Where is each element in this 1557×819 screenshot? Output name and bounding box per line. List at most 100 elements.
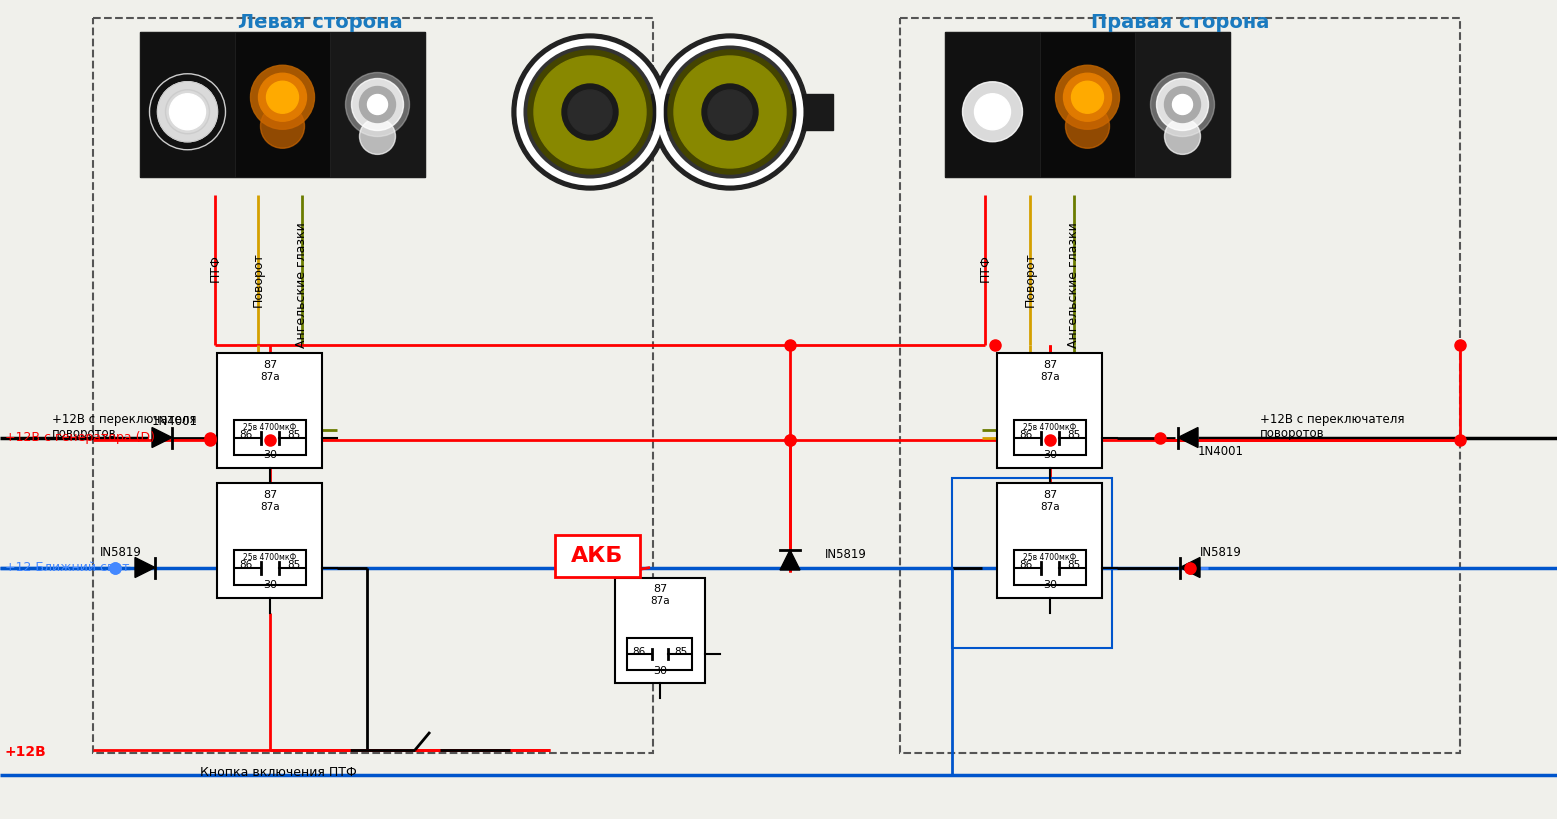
Text: 25в 4700мкФ: 25в 4700мкФ (243, 553, 297, 562)
Circle shape (266, 81, 299, 113)
Bar (554, 535, 640, 577)
Text: ПТФ: ПТФ (978, 254, 992, 282)
Bar (140, 32, 425, 177)
Text: 86: 86 (632, 647, 646, 657)
Bar (1014, 420, 1085, 455)
Text: 87: 87 (652, 585, 666, 595)
Circle shape (258, 73, 307, 121)
Text: 30: 30 (652, 666, 666, 676)
Text: +12 Ближний свет: +12 Ближний свет (5, 561, 129, 574)
Bar (1014, 550, 1085, 585)
Bar (235, 32, 330, 177)
Text: 87а: 87а (651, 596, 670, 607)
Text: +12В с переключателя: +12В с переключателя (1260, 413, 1404, 426)
Circle shape (170, 93, 206, 129)
Bar (627, 638, 693, 670)
Circle shape (702, 84, 758, 140)
Text: 85: 85 (674, 647, 688, 657)
Text: 87: 87 (1043, 360, 1057, 369)
Text: 25в 4700мкФ: 25в 4700мкФ (243, 423, 297, 432)
Circle shape (1157, 79, 1208, 130)
Polygon shape (1179, 428, 1197, 447)
Circle shape (674, 56, 786, 168)
Text: 85: 85 (1068, 431, 1081, 441)
Circle shape (346, 73, 409, 137)
Text: 87а: 87а (1040, 503, 1060, 513)
Circle shape (1165, 87, 1200, 123)
Bar (218, 482, 322, 598)
Bar (330, 32, 425, 177)
Circle shape (360, 119, 395, 155)
Circle shape (668, 50, 793, 174)
Text: 85: 85 (288, 560, 301, 571)
Circle shape (657, 39, 803, 185)
Circle shape (367, 94, 388, 115)
Text: 87: 87 (1043, 490, 1057, 500)
Bar (1040, 32, 1135, 177)
Text: АКБ: АКБ (571, 546, 624, 566)
Text: Поворот: Поворот (252, 252, 265, 307)
Text: 87: 87 (263, 490, 277, 500)
Text: IN5819: IN5819 (100, 546, 142, 559)
Circle shape (517, 39, 663, 185)
Text: поворотов: поворотов (51, 427, 117, 440)
Text: 86: 86 (1018, 560, 1032, 571)
Bar (234, 420, 307, 455)
Circle shape (1071, 81, 1104, 113)
Bar (998, 352, 1102, 468)
Bar (945, 32, 1230, 177)
Circle shape (1151, 73, 1214, 137)
Text: 87: 87 (263, 360, 277, 369)
Circle shape (251, 66, 315, 129)
Bar (218, 352, 322, 468)
Text: +12В с генератора (D): +12В с генератора (D) (5, 432, 156, 445)
Circle shape (1063, 73, 1112, 121)
Circle shape (157, 82, 218, 142)
Text: 1N4001: 1N4001 (1197, 445, 1244, 458)
Text: Поворот: Поворот (1023, 252, 1037, 307)
Circle shape (512, 34, 668, 190)
Text: ПТФ: ПТФ (209, 254, 221, 282)
Text: Ангельские глазки: Ангельские глазки (1068, 222, 1081, 348)
Circle shape (1065, 104, 1110, 148)
Text: 85: 85 (288, 431, 301, 441)
Text: 87а: 87а (1040, 373, 1060, 382)
Bar (945, 32, 1040, 177)
Circle shape (1172, 94, 1193, 115)
Bar (998, 482, 1102, 598)
Bar (615, 577, 705, 682)
Bar (234, 550, 307, 585)
Text: поворотов: поворотов (1260, 427, 1325, 440)
Circle shape (568, 90, 612, 134)
Polygon shape (780, 550, 800, 570)
Circle shape (352, 79, 403, 130)
Bar (651, 94, 693, 130)
Bar (900, 18, 1460, 753)
Text: 86: 86 (240, 560, 252, 571)
Circle shape (534, 56, 646, 168)
Polygon shape (135, 558, 156, 577)
Polygon shape (1180, 558, 1200, 577)
Text: 87а: 87а (260, 373, 280, 382)
Text: IN5819: IN5819 (1200, 546, 1242, 559)
Text: 86: 86 (1018, 431, 1032, 441)
Text: Кнопка включения ПТФ: Кнопка включения ПТФ (199, 766, 357, 779)
Text: Ангельские глазки: Ангельские глазки (296, 222, 308, 348)
Bar (676, 94, 718, 130)
Bar (953, 477, 1113, 648)
Text: 87а: 87а (260, 503, 280, 513)
Text: +12В: +12В (5, 745, 47, 759)
Text: 25в 4700мкФ: 25в 4700мкФ (1023, 553, 1076, 562)
Circle shape (528, 50, 652, 174)
Circle shape (1056, 66, 1119, 129)
Circle shape (962, 82, 1023, 142)
Circle shape (360, 87, 395, 123)
Circle shape (562, 84, 618, 140)
Text: 1N4001: 1N4001 (153, 415, 198, 428)
Text: 25в 4700мкФ: 25в 4700мкФ (1023, 423, 1076, 432)
Text: 30: 30 (1043, 450, 1057, 460)
Text: Правая сторона: Правая сторона (1091, 12, 1269, 31)
Circle shape (708, 90, 752, 134)
Text: 86: 86 (240, 431, 252, 441)
Bar (93, 18, 652, 753)
